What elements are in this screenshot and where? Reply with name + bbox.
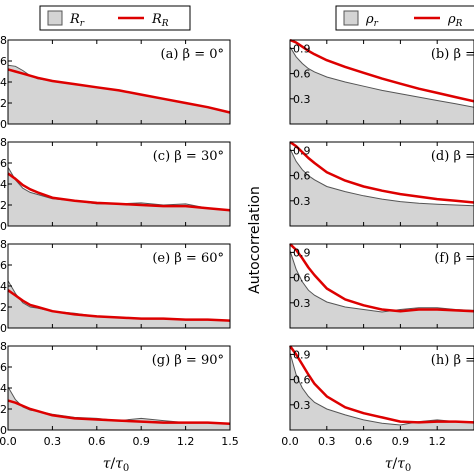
left-y-tick-label: .8 [0,238,7,251]
left-panel-1-label: (a) β = 0° [161,47,224,62]
left-panels: .8 .6 .4 .2 .0 (a) β = 0° .8 .6 .4 .2 .0 (c) β = 30… [0,34,239,448]
left-legend: Rr RR [39,5,191,31]
right-x-tick-label: 0.6 [355,435,373,448]
right-panel-2-label: (d) β = [431,149,474,164]
right-panel-4-gray-line [289,352,474,426]
right-panel-2-gray-area [290,148,474,226]
right-panel-4-red-line [288,345,474,424]
left-y-tick-label: .6 [0,157,7,170]
left-y-tick-label: .0 [0,220,7,233]
right-panel-3-frame [289,243,474,329]
left-y-tick-label: .2 [0,97,7,110]
left-y-tick-label: .4 [0,76,7,89]
left-y-tick-label: .4 [0,178,7,191]
left-panel-1-gray-area [8,65,230,124]
right-y-tick-label: 0.9 [293,246,311,259]
right-panel-3-red-line [289,243,474,313]
left-y-tick-label: .0 [0,322,7,335]
right-y-tick-label: 0.3 [293,93,311,106]
right-y-tick-label: 0.3 [293,195,311,208]
left-y-tick-label: .8 [0,34,7,47]
left-x-axis-label: τ/τ0 [103,456,130,474]
right-panel-1-red-line [289,38,474,103]
right-x-tick-label: 0.9 [392,435,410,448]
right-panel-2-frame [289,141,474,227]
right-legend: ρr ρR [335,5,474,31]
right-y-tick-label: 0.3 [293,399,311,412]
right-panel-2-red-line [289,140,474,204]
right-panel-1-gray-line [289,46,474,108]
right-y-tick-label: 0.6 [293,272,311,285]
right-legend-frame [335,5,474,31]
left-panel-4: .8 .6 .4 .2 .0 (g) β = 90° [0,340,231,437]
right-panel-1-label: (b) β = [431,47,474,62]
right-y-tick-label: 0.9 [293,144,311,157]
left-x-tick-label: 0.6 [88,435,106,448]
right-y-tick-label: 0.6 [293,170,311,183]
left-panel-1: .8 .6 .4 .2 .0 (a) β = 0° [0,34,231,131]
left-panel-2-red-line [7,172,231,212]
right-panel-4: 0.9 0.6 0.3 (h) β = [288,345,474,431]
right-y-tick-label: 0.9 [293,348,311,361]
left-y-tick-label: .6 [0,259,7,272]
right-panel-4-frame [289,345,474,431]
right-panel-3-label: (f) β = [434,251,474,266]
left-y-tick-label: .6 [0,55,7,68]
left-y-tick-label: .4 [0,382,7,395]
left-x-tick-label: 1.5 [221,435,239,448]
left-y-tick-label: .2 [0,199,7,212]
right-legend-swatch-gray [343,10,359,26]
left-panel-4-label: (g) β = 90° [152,353,224,368]
right-y-tick-label: 0.3 [293,297,311,310]
right-panel-1: 0.9 0.6 0.3 (b) β = [289,38,474,125]
left-y-tick-label: .0 [0,118,7,131]
left-legend-swatch-gray [47,10,63,26]
left-y-tick-label: .4 [0,280,7,293]
left-panel-2: .8 .6 .4 .2 .0 (c) β = 30° [0,136,231,233]
right-panel-3: 0.9 0.6 0.3 (f) β = [289,243,474,329]
left-panel-3-red-line [7,289,231,322]
left-panel-4-red-line [7,399,231,425]
right-panel-1-frame [289,39,474,125]
left-panel-3: .8 .6 .4 .2 .0 (e) β = 60° [0,238,231,335]
left-panel-1-red-line [7,68,231,114]
left-panel-3-gray-area [8,280,230,328]
left-y-tick-label: .2 [0,403,7,416]
right-panel-4-label: (h) β = [431,353,474,368]
right-panel-2: 0.9 0.6 0.3 (d) β = [289,140,474,227]
right-y-tick-label: 0.9 [293,42,311,55]
right-panel-1-gray-area [290,46,474,125]
right-x-tick-label: 1.2 [428,435,446,448]
left-y-tick-label: .8 [0,340,7,353]
left-panel-3-label: (e) β = 60° [152,251,224,266]
left-x-tick-label: 1.2 [177,435,195,448]
left-y-tick-label: .2 [0,301,7,314]
left-panel-2-label: (c) β = 30° [153,149,224,164]
left-legend-frame [39,5,191,31]
right-x-axis-label: τ/τ0 [385,456,412,474]
left-x-tick-label: 0.0 [0,435,17,448]
right-y-axis-label: Autocorrelation [247,186,263,294]
right-x-tick-label: 0.0 [281,435,299,448]
left-y-tick-label: .6 [0,361,7,374]
left-x-tick-label: 0.3 [44,435,62,448]
left-y-tick-label: .0 [0,424,7,437]
right-y-tick-label: 0.6 [293,374,311,387]
right-panel-3-gray-line [289,250,474,313]
right-panel-2-gray-line [289,148,474,207]
left-panel-2-gray-area [8,167,230,226]
left-x-tick-label: 0.9 [132,435,150,448]
left-panel-4-gray-area [8,386,230,430]
right-panels: 0.90.60.3(b) β =0.90.60.3(d) β =0.90.60.… [281,38,474,448]
right-x-tick-label: 0.3 [318,435,336,448]
right-y-tick-label: 0.6 [293,68,311,81]
left-y-tick-label: .8 [0,136,7,149]
